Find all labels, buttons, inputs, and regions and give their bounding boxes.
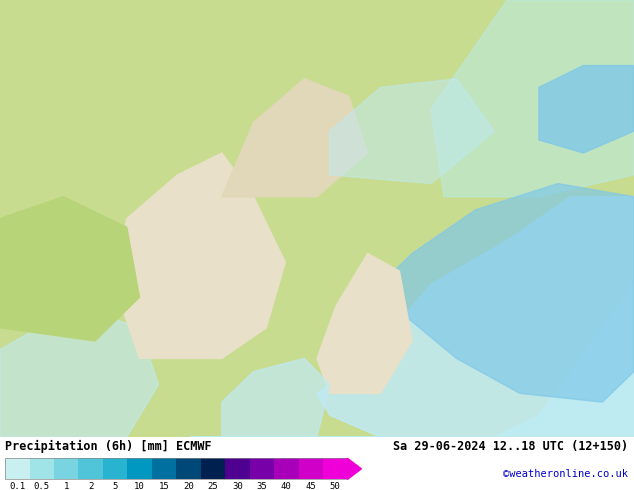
- Polygon shape: [222, 358, 330, 437]
- Text: 50: 50: [330, 482, 340, 490]
- Text: 15: 15: [158, 482, 169, 490]
- Bar: [299, 458, 323, 479]
- Polygon shape: [0, 0, 444, 109]
- Text: 30: 30: [232, 482, 243, 490]
- Bar: [5, 458, 347, 479]
- Bar: [30, 458, 54, 479]
- Text: 20: 20: [183, 482, 194, 490]
- Polygon shape: [330, 79, 495, 184]
- Polygon shape: [431, 0, 634, 196]
- Bar: [103, 458, 127, 479]
- Text: 2: 2: [88, 482, 93, 490]
- Text: ©weatheronline.co.uk: ©weatheronline.co.uk: [503, 469, 628, 479]
- Polygon shape: [539, 66, 634, 153]
- Bar: [274, 458, 299, 479]
- Text: 1: 1: [63, 482, 69, 490]
- Text: Precipitation (6h) [mm] ECMWF: Precipitation (6h) [mm] ECMWF: [5, 440, 212, 453]
- Text: 10: 10: [134, 482, 145, 490]
- Polygon shape: [190, 284, 634, 437]
- Bar: [79, 458, 103, 479]
- Polygon shape: [114, 153, 285, 358]
- Bar: [127, 458, 152, 479]
- Text: Sa 29-06-2024 12..18 UTC (12+150): Sa 29-06-2024 12..18 UTC (12+150): [392, 440, 628, 453]
- Polygon shape: [0, 196, 139, 341]
- Bar: [176, 458, 201, 479]
- Polygon shape: [317, 196, 634, 437]
- Text: 5: 5: [112, 482, 118, 490]
- Bar: [54, 458, 79, 479]
- Text: 35: 35: [257, 482, 267, 490]
- Polygon shape: [0, 306, 158, 437]
- Text: 40: 40: [281, 482, 292, 490]
- Bar: [323, 458, 347, 479]
- Bar: [152, 458, 176, 479]
- Bar: [225, 458, 250, 479]
- Text: 25: 25: [207, 482, 218, 490]
- Bar: [250, 458, 274, 479]
- Bar: [5, 458, 30, 479]
- Bar: [201, 458, 225, 479]
- Polygon shape: [347, 458, 361, 479]
- Polygon shape: [317, 253, 412, 393]
- Polygon shape: [380, 184, 634, 402]
- Text: 0.5: 0.5: [34, 482, 50, 490]
- Polygon shape: [222, 79, 368, 196]
- Text: 45: 45: [306, 482, 316, 490]
- Text: 0.1: 0.1: [10, 482, 25, 490]
